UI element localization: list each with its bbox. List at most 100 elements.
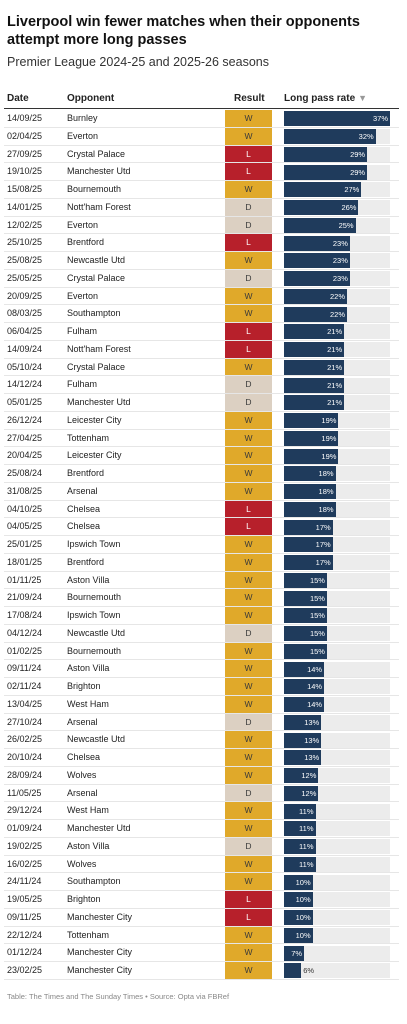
row-result-badge: W: [225, 766, 272, 785]
row-divider: [4, 677, 399, 678]
row-date: 20/10/24: [7, 752, 43, 762]
row-date: 14/09/24: [7, 343, 43, 354]
row-result-badge: W: [225, 465, 272, 483]
row-divider: [4, 694, 399, 696]
row-date: 17/08/24: [7, 610, 43, 620]
bar-track: 10%: [284, 874, 390, 890]
row-date: 20/09/25: [7, 290, 43, 301]
row-result-badge: D: [225, 216, 272, 235]
row-result-badge: W: [225, 429, 272, 448]
bar-track: 21%: [284, 377, 390, 393]
header-long-pass-rate[interactable]: Long pass rate ▼: [284, 93, 367, 104]
row-opponent: Newcastle Utd: [67, 734, 126, 745]
row-result-badge: W: [225, 749, 272, 767]
row-opponent: Manchester City: [67, 947, 133, 958]
long-pass-rate-label: 19%: [321, 433, 337, 443]
row-divider: [4, 730, 399, 732]
row-divider: [4, 978, 399, 980]
table-row: 19/02/25 Aston Villa D 11%: [0, 837, 407, 856]
long-pass-rate-bar: [284, 945, 305, 961]
row-divider: [4, 357, 399, 359]
long-pass-rate-label: 21%: [327, 362, 343, 372]
table-row: 05/10/24 Crystal Palace W 21%: [0, 358, 407, 377]
bar-track: 11%: [284, 803, 390, 819]
row-date: 01/11/25: [7, 574, 42, 585]
table-row: 20/10/24 Chelsea W 13%: [0, 749, 407, 767]
row-opponent: Brentford: [67, 237, 105, 248]
table-row: 21/09/24 Bournemouth W 15%: [0, 589, 407, 607]
long-pass-rate-label: 26%: [341, 203, 357, 213]
bar-track: 19%: [284, 448, 390, 464]
row-opponent: Brighton: [67, 681, 101, 691]
bar-track: 10%: [284, 927, 390, 943]
bar-track: 19%: [284, 430, 390, 446]
table-row: 27/09/25 Crystal Palace L 29%: [0, 145, 407, 164]
row-opponent: Brentford: [67, 556, 105, 567]
row-divider: [4, 339, 399, 341]
long-pass-rate-label: 23%: [332, 256, 348, 266]
long-pass-rate-label: 21%: [327, 327, 343, 337]
long-pass-rate-bar: [284, 963, 302, 979]
long-pass-rate-bar: [284, 146, 368, 162]
long-pass-rate-label: 15%: [309, 629, 325, 639]
row-opponent: Chelsea: [67, 503, 101, 514]
row-date: 26/02/25: [7, 734, 43, 745]
table-row: 02/04/25 Everton W 32%: [0, 127, 407, 146]
long-pass-rate-label: 23%: [332, 274, 348, 284]
row-divider: [4, 943, 399, 945]
row-opponent: Aston Villa: [67, 574, 110, 585]
bar-track: 29%: [284, 146, 390, 162]
sort-descending-icon[interactable]: ▼: [358, 93, 368, 103]
header-date[interactable]: Date: [7, 93, 29, 104]
row-result-badge: W: [225, 731, 272, 749]
table-row: 14/09/25 Burnley W 37%: [0, 110, 407, 128]
long-pass-rate-label: 12%: [301, 771, 317, 781]
long-pass-rate-bar: [284, 590, 327, 606]
row-divider: [4, 765, 399, 767]
long-pass-rate-bar: [284, 608, 327, 624]
row-opponent: West Ham: [67, 698, 109, 709]
table-row: 27/10/24 Arsenal D 13%: [0, 713, 407, 732]
row-divider: [4, 410, 399, 412]
row-date: 26/12/24: [7, 414, 43, 425]
long-pass-rate-label: 15%: [309, 611, 325, 621]
row-opponent: West Ham: [67, 805, 109, 816]
row-date: 04/10/25: [7, 503, 43, 514]
long-pass-rate-bar: [284, 714, 322, 730]
row-divider: [4, 162, 399, 164]
row-date: 14/12/24: [7, 379, 43, 390]
row-divider: [4, 535, 399, 536]
long-pass-rate-label: 27%: [344, 185, 360, 195]
long-pass-rate-bar: [284, 821, 316, 837]
long-pass-rate-label: 17%: [315, 522, 331, 532]
row-opponent: Newcastle Utd: [67, 627, 126, 638]
bar-track: 23%: [284, 253, 390, 269]
header-result[interactable]: Result: [234, 93, 265, 104]
long-pass-rate-label: 17%: [315, 540, 331, 550]
row-date: 01/02/25: [7, 645, 43, 656]
row-result-badge: D: [225, 624, 272, 643]
long-pass-rate-label: 15%: [309, 593, 325, 603]
long-pass-rate-label: 23%: [332, 238, 348, 248]
bar-track: 11%: [284, 821, 390, 837]
row-opponent: Brighton: [67, 894, 101, 904]
table-row: 05/01/25 Manchester Utd D 21%: [0, 394, 407, 412]
bar-track: 17%: [284, 519, 390, 535]
row-result-badge: W: [225, 110, 272, 128]
long-pass-rate-label: 13%: [304, 717, 320, 727]
row-divider: [4, 907, 399, 909]
header-opponent[interactable]: Opponent: [67, 93, 115, 104]
long-pass-rate-label: 25%: [338, 220, 354, 230]
header-divider: [4, 108, 399, 109]
row-result-badge: L: [225, 908, 272, 927]
row-opponent: Tottenham: [67, 929, 110, 940]
table-row: 24/11/24 Southampton W 10%: [0, 873, 407, 891]
long-pass-rate-label: 19%: [321, 416, 337, 426]
row-date: 15/08/25: [7, 184, 43, 194]
row-result-badge: D: [225, 784, 272, 803]
row-result-badge: L: [225, 518, 272, 536]
bar-track: 19%: [284, 413, 390, 429]
row-date: 01/09/24: [7, 823, 43, 833]
long-pass-rate-bar: [284, 111, 390, 127]
table-row: 26/02/25 Newcastle Utd W 13%: [0, 731, 407, 749]
